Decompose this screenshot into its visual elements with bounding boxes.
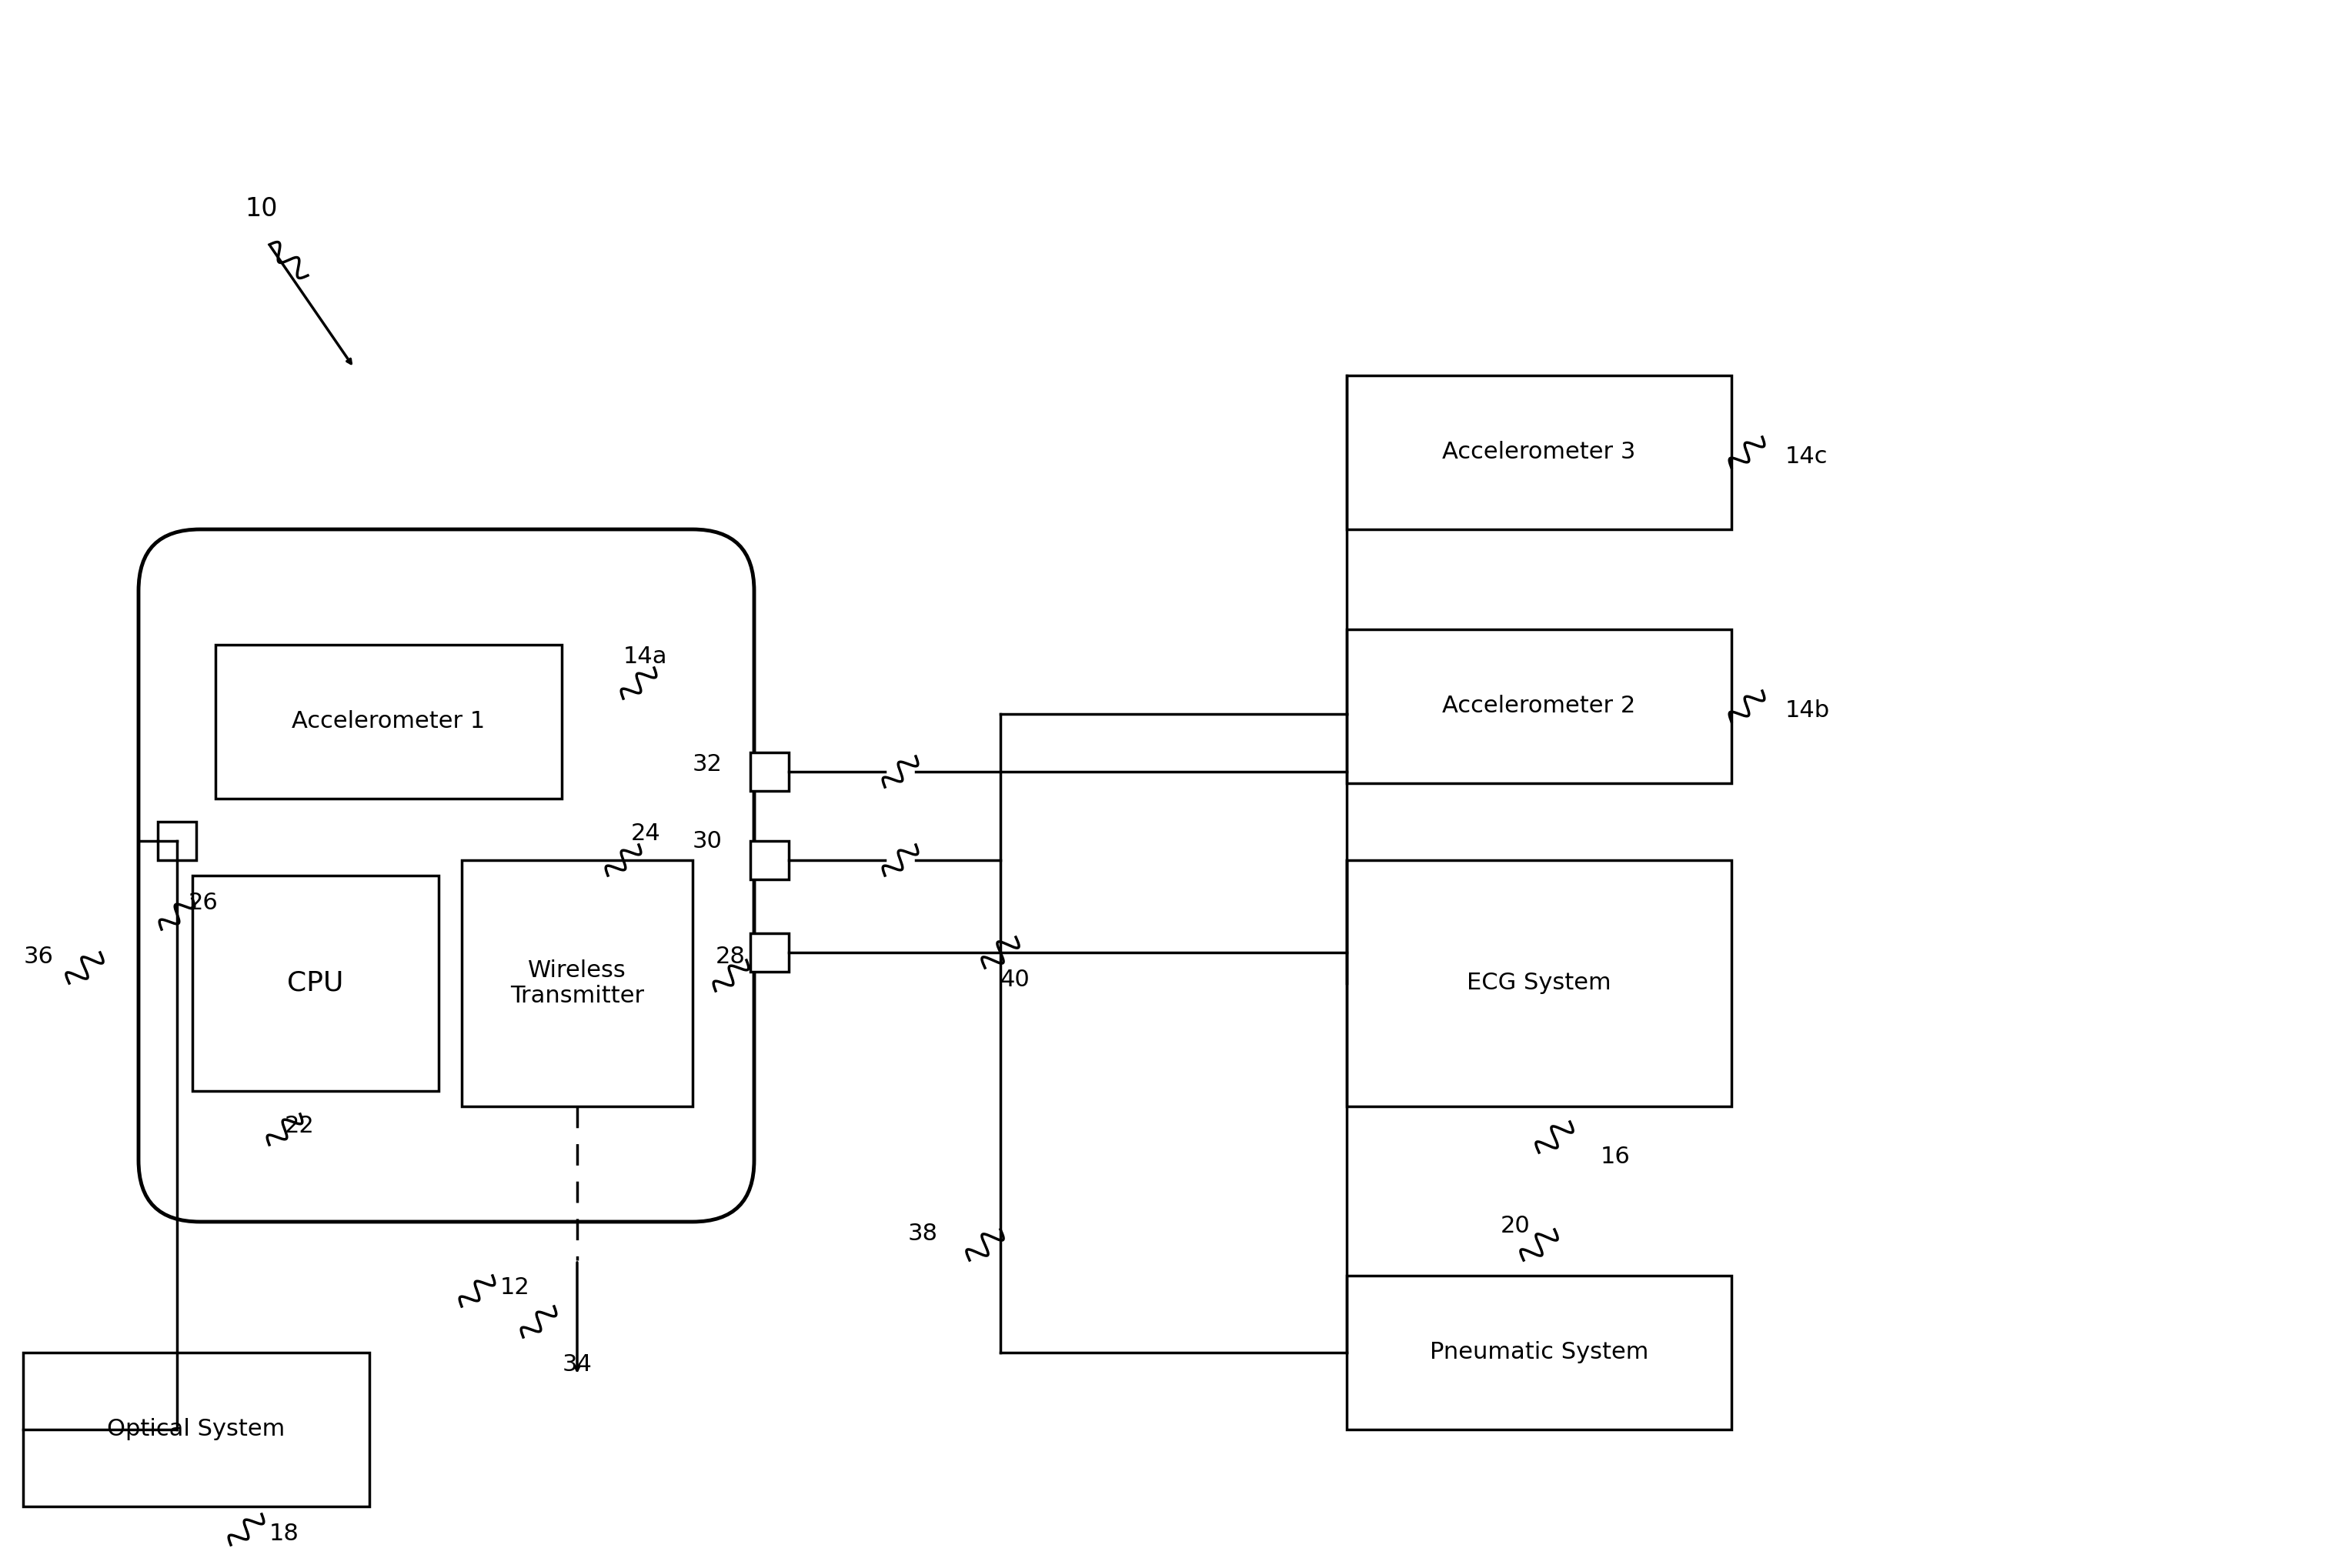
Text: 14b: 14b (1786, 699, 1830, 721)
Text: Accelerometer 1: Accelerometer 1 (292, 710, 485, 732)
Text: ECG System: ECG System (1466, 972, 1610, 994)
Text: CPU: CPU (287, 971, 343, 996)
Text: 24: 24 (630, 823, 661, 845)
Text: 36: 36 (23, 946, 54, 967)
Text: Accelerometer 3: Accelerometer 3 (1442, 441, 1636, 464)
Text: 14c: 14c (1786, 445, 1828, 467)
Text: 30: 30 (693, 829, 724, 853)
Text: 34: 34 (562, 1353, 593, 1375)
Bar (749, 933, 789, 972)
Text: Optical System: Optical System (107, 1419, 285, 1441)
Text: 26: 26 (189, 892, 219, 914)
Bar (1347, 1276, 1732, 1430)
Text: 28: 28 (717, 946, 745, 967)
Bar (191, 875, 439, 1091)
Bar (1347, 375, 1732, 530)
Text: 22: 22 (285, 1115, 315, 1137)
Bar (159, 822, 196, 861)
Text: 10: 10 (245, 196, 278, 221)
Text: Accelerometer 2: Accelerometer 2 (1442, 695, 1636, 718)
Text: 32: 32 (693, 753, 724, 776)
FancyBboxPatch shape (138, 530, 754, 1221)
Bar (23, 1353, 369, 1507)
Text: 16: 16 (1601, 1146, 1631, 1168)
Text: 40: 40 (1001, 969, 1029, 991)
Text: Wireless
Transmitter: Wireless Transmitter (511, 960, 644, 1007)
Text: 18: 18 (268, 1523, 299, 1544)
Text: 20: 20 (1501, 1215, 1531, 1237)
Bar (215, 644, 562, 798)
Bar (749, 753, 789, 790)
Bar (1347, 861, 1732, 1107)
Text: 14a: 14a (623, 646, 668, 668)
Bar (1347, 629, 1732, 784)
Bar (462, 861, 693, 1107)
Text: 38: 38 (908, 1223, 938, 1245)
Text: 12: 12 (499, 1276, 530, 1298)
Bar (749, 840, 789, 880)
Text: Pneumatic System: Pneumatic System (1431, 1341, 1648, 1364)
